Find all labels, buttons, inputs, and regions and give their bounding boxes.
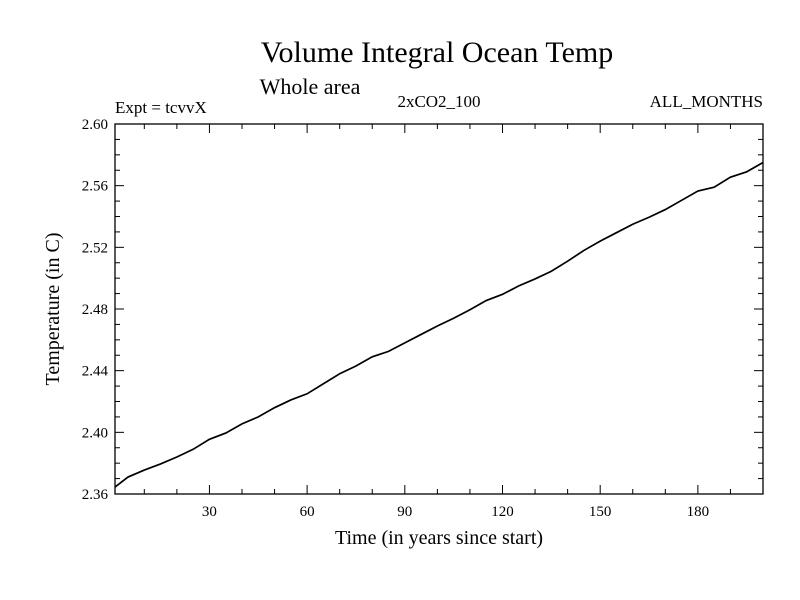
chart-title: Volume Integral Ocean Temp [261,36,614,69]
y-tick-label: 2.44 [82,364,109,380]
x-axis-title: Time (in years since start) [335,527,543,549]
y-tick-label: 2.52 [82,240,108,256]
months-label: ALL_MONTHS [650,92,763,111]
x-tick-label: 30 [202,504,217,520]
x-tick-label: 150 [589,504,612,520]
y-axis-title: Temperature (in C) [42,233,64,386]
x-tick-label: 120 [491,504,514,520]
y-tick-label: 2.40 [82,425,108,441]
y-tick-label: 2.36 [82,487,109,503]
plot-frame [114,123,764,495]
x-tick-label: 90 [397,504,412,520]
tick-labels: 30 60 90 120 150 180 2.36 2.40 2.44 2.48 2.52 2.56 2… [82,117,709,520]
chart-subtitle: Whole area [260,74,361,99]
x-tick-label: 180 [687,504,710,520]
series-line [114,161,764,488]
y-tick-label: 2.48 [82,302,108,318]
x-tick-label: 60 [300,504,315,520]
y-tick-label: 2.56 [82,179,109,195]
experiment-label: Expt = tcvvX [115,98,207,117]
y-tick-label: 2.60 [82,117,108,133]
scenario-label: 2xCO2_100 [397,92,480,111]
